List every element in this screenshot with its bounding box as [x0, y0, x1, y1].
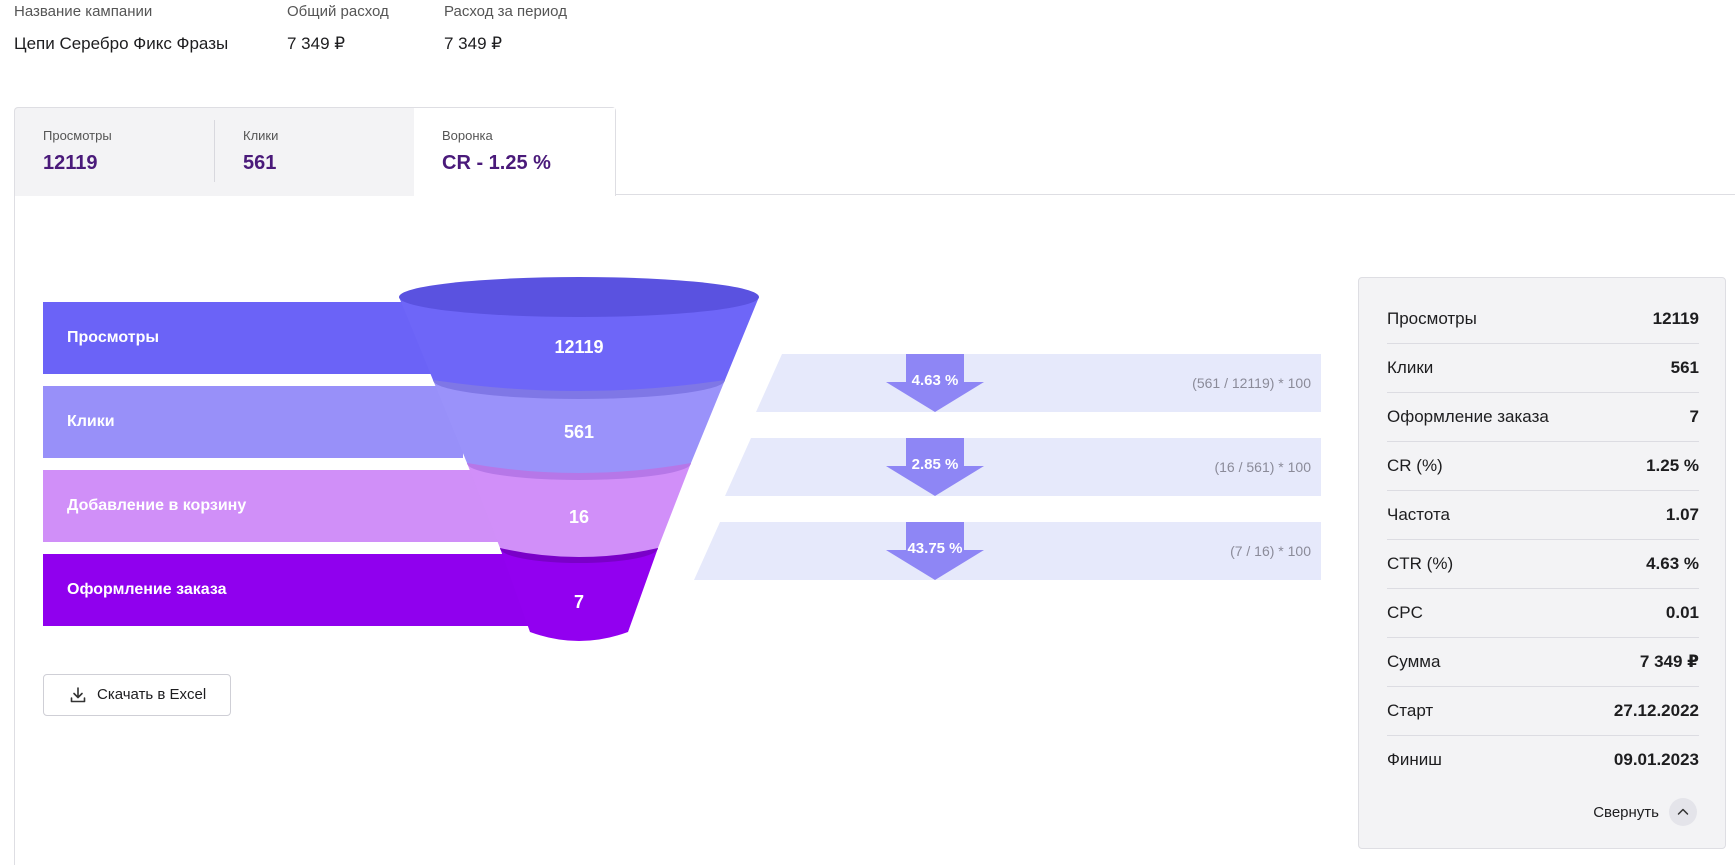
tab-divider [214, 120, 215, 182]
stats-row: CTR (%) 4.63 % [1387, 539, 1699, 589]
stats-key: Финиш [1387, 750, 1442, 769]
campaign-name-label: Название кампании [14, 3, 153, 20]
stats-row: Просмотры 12119 [1387, 294, 1699, 344]
funnel-bar-clicks: Клики [43, 386, 463, 458]
conversion-formula: (16 / 561) * 100 [1214, 459, 1311, 475]
stats-panel: Просмотры 12119 Клики 561 Оформление зак… [1358, 277, 1726, 849]
period-spend-label: Расход за период [444, 3, 567, 20]
conversion-arrow-3-icon [886, 522, 984, 580]
conversion-percent-3: 43.75 % [907, 540, 962, 557]
funnel-bar-label: Добавление в корзину [67, 497, 247, 514]
stats-value: 561 [1670, 358, 1699, 377]
conversion-formula: (561 / 12119) * 100 [1192, 375, 1311, 391]
stats-row: Старт 27.12.2022 [1387, 686, 1699, 736]
campaign-name-value: Цепи Серебро Фикс Фразы [14, 34, 229, 53]
stats-value: 1.25 % [1646, 456, 1699, 475]
funnel-value-clicks: 561 [564, 422, 594, 442]
period-spend-value: 7 349 ₽ [444, 34, 503, 53]
tab-clicks[interactable]: Клики 561 [215, 108, 414, 196]
funnel-value-checkout: 7 [574, 592, 584, 612]
stats-row: Частота 1.07 [1387, 490, 1699, 540]
collapse-button[interactable]: Свернуть [1537, 798, 1697, 828]
conversion-percent-2: 2.85 % [912, 456, 959, 473]
conversion-strip-2: (16 / 561) * 100 [725, 438, 1321, 496]
conversion-percent-1: 4.63 % [912, 372, 959, 389]
funnel-bar-add-to-cart: Добавление в корзину [43, 470, 513, 542]
stats-row: Сумма 7 349 ₽ [1387, 637, 1699, 687]
stats-value: 12119 [1652, 309, 1699, 328]
funnel-stage-views [399, 277, 759, 391]
stats-key: Просмотры [1387, 309, 1477, 328]
funnel-value-add-to-cart: 16 [569, 507, 589, 527]
stats-value: 27.12.2022 [1613, 701, 1699, 720]
chevron-up-icon [1669, 798, 1697, 826]
stats-value: 7 349 ₽ [1639, 652, 1699, 671]
tab-views[interactable]: Просмотры 12119 [15, 108, 214, 196]
stats-row: CR (%) 1.25 % [1387, 441, 1699, 491]
conversion-arrow-1-icon [886, 354, 984, 412]
total-spend-value: 7 349 ₽ [287, 34, 346, 53]
funnel-value-views: 12119 [554, 337, 603, 357]
stats-row: Финиш 09.01.2023 [1387, 735, 1699, 784]
tab-clicks-label: Клики [243, 128, 279, 143]
stats-key: Сумма [1387, 652, 1441, 671]
collapse-label: Свернуть [1593, 804, 1659, 821]
funnel-bar-label: Оформление заказа [67, 581, 227, 598]
funnel-bar-label: Просмотры [67, 329, 160, 346]
stats-value: 09.01.2023 [1613, 750, 1699, 769]
tab-funnel-label: Воронка [442, 128, 493, 143]
tab-clicks-value: 561 [243, 152, 277, 174]
funnel-bar-checkout: Оформление заказа [43, 554, 543, 626]
stats-value: 7 [1689, 407, 1699, 426]
stats-key: Частота [1387, 505, 1451, 524]
tab-views-label: Просмотры [43, 128, 112, 143]
conversion-arrow-2-icon [886, 438, 984, 496]
stats-key: Оформление заказа [1387, 407, 1549, 426]
stats-key: Старт [1387, 701, 1434, 720]
stats-value: 4.63 % [1646, 554, 1699, 573]
conversion-strip-1: (561 / 12119) * 100 [756, 354, 1321, 412]
stats-row: Клики 561 [1387, 343, 1699, 393]
download-excel-button[interactable]: Скачать в Excel [43, 674, 231, 716]
stats-key: CTR (%) [1387, 554, 1454, 573]
stats-key: CPC [1387, 603, 1423, 622]
stats-row: CPC 0.01 [1387, 588, 1699, 638]
funnel-bar-views: Просмотры [43, 302, 463, 374]
download-icon [70, 687, 86, 703]
conversion-strip-3: (7 / 16) * 100 [694, 522, 1321, 580]
metric-tabs: Просмотры 12119 Клики 561 Воронка CR - 1… [14, 107, 616, 197]
funnel-bar-label: Клики [67, 413, 115, 430]
stats-row: Оформление заказа 7 [1387, 392, 1699, 442]
total-spend-label: Общий расход [287, 3, 389, 20]
download-excel-label: Скачать в Excel [97, 686, 207, 703]
conversion-formula: (7 / 16) * 100 [1230, 543, 1311, 559]
stats-value: 0.01 [1665, 603, 1699, 622]
tab-funnel-value: CR - 1.25 % [442, 152, 551, 174]
stats-key: Клики [1387, 358, 1434, 377]
tab-funnel[interactable]: Воронка CR - 1.25 % [414, 108, 615, 197]
stats-key: CR (%) [1387, 456, 1443, 475]
tab-views-value: 12119 [43, 152, 98, 174]
stats-value: 1.07 [1665, 505, 1699, 524]
